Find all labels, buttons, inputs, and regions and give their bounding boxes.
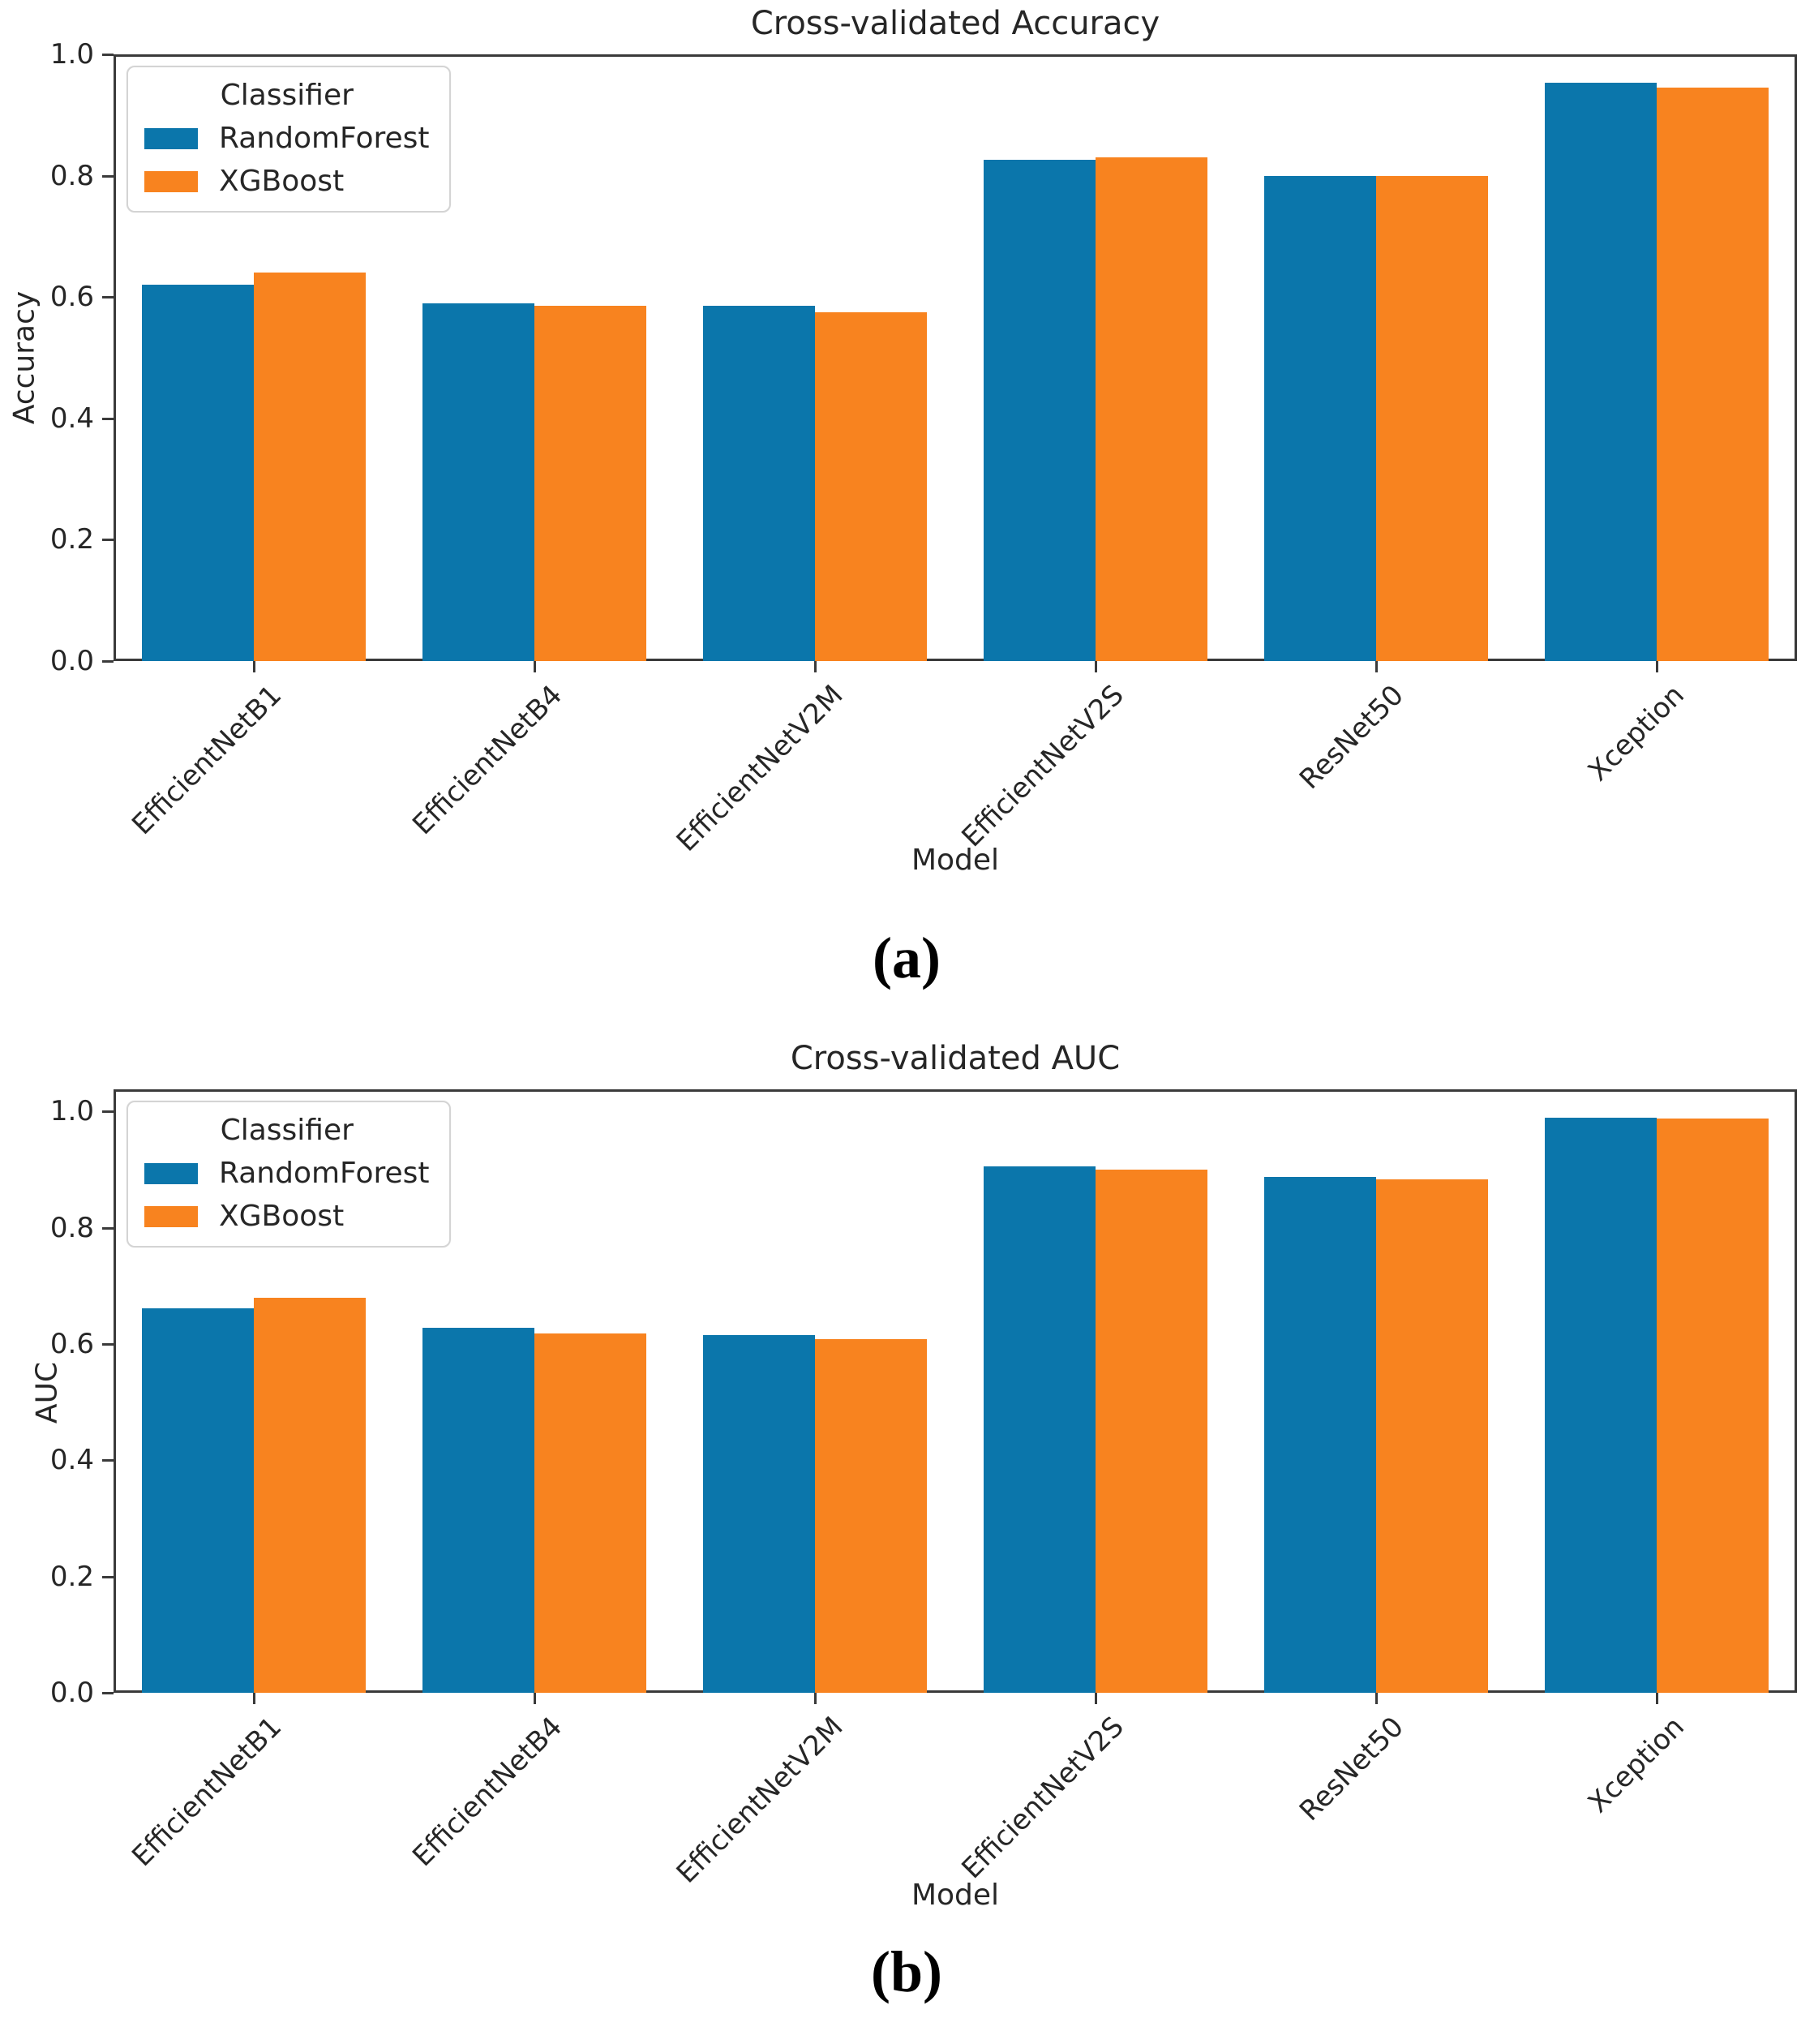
legend-entry: RandomForest [144, 122, 430, 155]
x-tick-mark [1375, 1693, 1378, 1704]
bar-randomforest-xception [1545, 1118, 1657, 1693]
legend-title: Classifier [220, 79, 354, 112]
y-tick-mark [102, 296, 114, 299]
bar-xgboost-efficientnetv2s [1096, 157, 1207, 661]
legend: Classifier RandomForest XGBoost [127, 1101, 451, 1247]
x-tick-label: EfficientNetV2S [955, 679, 1130, 854]
y-tick-label: 0.4 [49, 402, 94, 435]
x-axis-label: Model [911, 1879, 1000, 1912]
subfigure-caption-b: (b) [871, 1939, 942, 2004]
x-tick-label: EfficientNetV2M [670, 679, 850, 858]
y-tick-label: 0.0 [49, 1677, 94, 1709]
legend-swatch-randomforest [144, 127, 198, 149]
x-tick-mark [814, 661, 817, 672]
x-tick-mark [534, 1693, 536, 1704]
subfigure-caption-a: (a) [873, 925, 941, 990]
bar-xgboost-efficientnetb4 [534, 306, 646, 661]
y-tick-label: 0.6 [49, 281, 94, 314]
bar-randomforest-efficientnetv2s [984, 1166, 1096, 1693]
x-tick-label: EfficientNetV2S [955, 1711, 1130, 1886]
bar-xgboost-xception [1657, 1118, 1769, 1693]
bar-xgboost-efficientnetv2m [815, 311, 927, 661]
y-tick-label: 1.0 [49, 1095, 94, 1128]
x-tick-label: Xception [1582, 1711, 1692, 1820]
bar-randomforest-efficientnetv2m [703, 306, 815, 661]
bar-xgboost-resnet50 [1376, 1179, 1488, 1693]
x-tick-mark [534, 661, 536, 672]
x-tick-label: EfficientNetB1 [126, 1711, 289, 1874]
y-tick-label: 0.8 [49, 159, 94, 192]
x-axis-label: Model [911, 844, 1000, 877]
y-tick-label: 0.2 [49, 1560, 94, 1593]
legend-swatch-randomforest [144, 1162, 198, 1184]
x-tick-mark [814, 1693, 817, 1704]
y-tick-label: 0.6 [49, 1327, 94, 1360]
bar-randomforest-resnet50 [1264, 175, 1376, 661]
bar-randomforest-efficientnetb4 [422, 1327, 534, 1693]
y-tick-mark [102, 1226, 114, 1230]
x-tick-label: EfficientNetB4 [406, 679, 569, 842]
y-tick-mark [102, 539, 114, 542]
x-tick-mark [1656, 1693, 1658, 1704]
bar-randomforest-resnet50 [1264, 1177, 1376, 1693]
legend: Classifier RandomForest XGBoost [127, 66, 451, 213]
y-tick-label: 1.0 [49, 38, 94, 71]
bar-randomforest-efficientnetb1 [142, 1308, 254, 1693]
y-tick-mark [102, 1692, 114, 1694]
x-tick-mark [253, 661, 255, 672]
y-tick-mark [102, 1342, 114, 1346]
x-tick-label: EfficientNetB4 [406, 1711, 569, 1874]
bar-randomforest-xception [1545, 83, 1657, 661]
x-tick-mark [1656, 661, 1658, 672]
chart-auc: Cross-validated AUC AUC 0.0 0.2 0.4 0.6 0.8 1… [0, 1035, 1814, 2044]
legend-label: RandomForest [219, 1157, 430, 1190]
legend-swatch-xgboost [144, 1205, 198, 1227]
chart-title: Cross-validated Accuracy [750, 5, 1160, 42]
x-tick-label: ResNet50 [1293, 679, 1411, 797]
bar-randomforest-efficientnetv2s [984, 160, 1096, 661]
x-tick-label: Xception [1582, 679, 1692, 788]
legend-entry: RandomForest [144, 1157, 430, 1190]
x-tick-mark [1095, 661, 1097, 672]
bar-xgboost-xception [1657, 88, 1769, 661]
y-tick-mark [102, 660, 114, 663]
y-tick-mark [102, 1575, 114, 1578]
y-tick-label: 0.2 [49, 523, 94, 556]
x-tick-mark [1375, 661, 1378, 672]
bar-xgboost-resnet50 [1376, 175, 1488, 661]
legend-entry: XGBoost [144, 1200, 430, 1233]
y-tick-mark [102, 174, 114, 178]
bar-randomforest-efficientnetb1 [142, 285, 254, 661]
x-tick-mark [1095, 1693, 1097, 1704]
x-tick-label: EfficientNetB1 [126, 679, 289, 842]
chart-title: Cross-validated AUC [790, 1040, 1121, 1077]
chart-accuracy: Cross-validated Accuracy Accuracy 0.0 0.2… [8, 5, 1797, 990]
bar-xgboost-efficientnetb1 [254, 273, 366, 661]
y-tick-mark [102, 1459, 114, 1462]
bar-randomforest-efficientnetv2m [703, 1335, 815, 1693]
y-tick-mark [102, 417, 114, 420]
x-tick-label: ResNet50 [1293, 1711, 1411, 1828]
legend-title: Classifier [220, 1114, 354, 1147]
y-axis-label: AUC [30, 1361, 64, 1424]
y-tick-mark [102, 1110, 114, 1114]
bar-xgboost-efficientnetv2s [1096, 1169, 1207, 1693]
x-tick-label: EfficientNetV2M [670, 1711, 850, 1890]
legend-label: XGBoost [219, 1200, 345, 1233]
legend-entry: XGBoost [144, 165, 430, 198]
bar-randomforest-efficientnetb4 [422, 303, 534, 661]
legend-label: XGBoost [219, 165, 345, 198]
x-tick-mark [253, 1693, 255, 1704]
legend-label: RandomForest [219, 122, 430, 155]
y-tick-mark [102, 54, 114, 56]
bar-xgboost-efficientnetb4 [534, 1333, 646, 1693]
bar-xgboost-efficientnetv2m [815, 1339, 927, 1693]
bar-xgboost-efficientnetb1 [254, 1297, 366, 1693]
y-tick-label: 0.8 [49, 1211, 94, 1244]
y-tick-label: 0.4 [49, 1444, 94, 1477]
legend-swatch-xgboost [144, 170, 198, 192]
y-tick-label: 0.0 [49, 645, 94, 677]
